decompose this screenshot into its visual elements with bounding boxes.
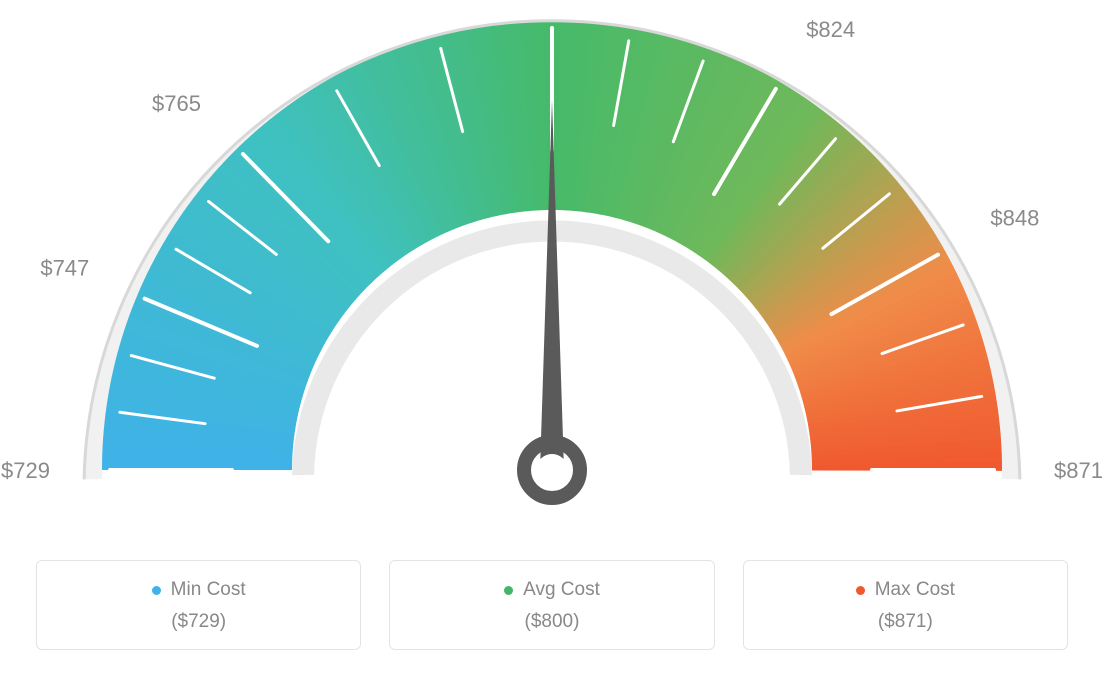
legend-value-avg: ($800) [400,611,703,633]
legend-dot-max [856,586,865,595]
legend-text-max: Max Cost [875,579,955,601]
svg-text:$729: $729 [1,458,50,483]
legend-dot-min [152,586,161,595]
legend-value-min: ($729) [47,611,350,633]
legend-label-avg: Avg Cost [504,579,600,601]
svg-text:$765: $765 [152,91,201,116]
svg-text:$871: $871 [1054,458,1103,483]
legend-value-max: ($871) [754,611,1057,633]
gauge-chart: $729$747$765$800$824$848$871 [0,0,1104,560]
legend-text-min: Min Cost [171,579,246,601]
legend-row: Min Cost ($729) Avg Cost ($800) Max Cost… [0,560,1104,650]
legend-card-avg: Avg Cost ($800) [389,560,714,650]
svg-text:$824: $824 [806,17,855,42]
svg-text:$848: $848 [990,205,1039,230]
legend-card-max: Max Cost ($871) [743,560,1068,650]
svg-text:$747: $747 [40,255,89,280]
legend-label-max: Max Cost [856,579,955,601]
gauge-area: $729$747$765$800$824$848$871 [0,0,1104,560]
legend-label-min: Min Cost [152,579,246,601]
legend-text-avg: Avg Cost [523,579,600,601]
legend-dot-avg [504,586,513,595]
legend-card-min: Min Cost ($729) [36,560,361,650]
